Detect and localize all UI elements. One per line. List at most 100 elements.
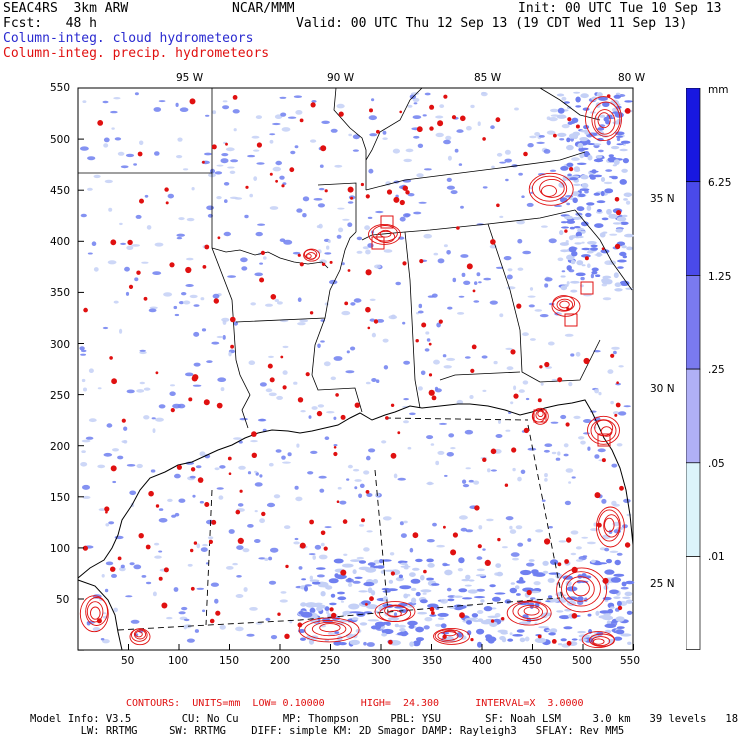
cloud-cell <box>440 598 448 604</box>
precip-contour <box>585 96 622 142</box>
cloud-cell <box>81 450 86 453</box>
cloud-cell <box>541 225 548 228</box>
cloud-cell <box>153 107 162 112</box>
precip-cell <box>285 564 289 569</box>
cloud-cell <box>564 333 574 337</box>
cloud-cell <box>577 596 584 602</box>
precip-cell <box>365 306 371 313</box>
precip-cell <box>340 414 346 420</box>
lon-label-95w: 95 W <box>176 72 204 84</box>
cloud-cell <box>615 228 623 233</box>
cloud-cell <box>225 147 235 152</box>
cloud-cell <box>452 277 457 283</box>
cloud-cell <box>535 529 544 533</box>
cloud-cell <box>478 525 483 530</box>
cloud-cell <box>169 391 176 397</box>
cloud-cell <box>600 249 610 254</box>
cloud-cell <box>610 157 616 160</box>
cloud-cell <box>348 133 353 137</box>
cloud-cell <box>589 176 596 180</box>
cloud-cell <box>527 447 537 451</box>
colorbar-label-1.25: 1.25 <box>708 271 732 283</box>
max-marker-box <box>597 433 611 447</box>
cloud-cell <box>613 159 620 166</box>
cloud-cell <box>607 369 614 374</box>
cloud-cell <box>556 93 565 97</box>
precip-contour <box>541 185 557 197</box>
cloud-cell <box>82 495 91 499</box>
precip-cell <box>405 190 410 195</box>
cloud-cell <box>341 310 351 316</box>
cloud-cell <box>125 153 135 158</box>
precip-cell <box>597 522 602 528</box>
cloud-cell <box>512 634 523 637</box>
cloud-cell <box>581 254 591 258</box>
cloud-cell <box>409 412 416 416</box>
cloud-cell <box>326 411 335 414</box>
precip-cell <box>338 111 344 117</box>
cloud-cell <box>125 291 130 296</box>
cloud-cell <box>220 387 225 392</box>
cloud-cell <box>482 548 486 551</box>
precip-cell <box>299 262 304 267</box>
cloud-cell <box>601 217 609 221</box>
cloud-cell <box>400 533 407 538</box>
precip-cell <box>237 537 244 545</box>
cloud-cell <box>413 102 418 105</box>
precip-cell <box>482 457 487 462</box>
precip-contour <box>594 109 616 135</box>
cloud-cell <box>598 391 602 396</box>
cloud-cell <box>306 602 313 606</box>
precip-cell <box>111 378 117 385</box>
cloud-cell <box>590 244 598 248</box>
cloud-cell <box>548 526 553 529</box>
cloud-cell <box>218 495 224 500</box>
cloud-cell <box>498 419 501 424</box>
precip-cell <box>216 402 223 409</box>
precip-cell <box>350 196 354 200</box>
cloud-cell <box>133 564 142 570</box>
cloud-cell <box>458 163 463 166</box>
cloud-cell <box>313 198 323 201</box>
cloud-cell <box>204 152 212 156</box>
cloud-cell <box>587 613 592 617</box>
cloud-cell <box>353 468 360 472</box>
cloud-cell <box>126 464 136 467</box>
cloud-cell <box>139 381 145 385</box>
cloud-cell <box>604 547 610 552</box>
cloud-cell <box>178 498 186 503</box>
cloud-cell <box>272 166 281 172</box>
cloud-cell <box>186 257 194 261</box>
cloud-cell <box>613 94 621 99</box>
cloud-cell <box>462 484 470 488</box>
cloud-cell <box>129 490 137 496</box>
cloud-cell <box>534 637 547 644</box>
precip-cell <box>158 576 163 581</box>
cloud-cell <box>415 558 423 563</box>
cloud-cell <box>87 187 93 191</box>
precip-cell <box>110 465 117 472</box>
cloud-cell <box>490 469 497 472</box>
cloud-cell <box>581 536 589 539</box>
precip-cell <box>155 371 159 375</box>
cloud-cell <box>158 508 164 511</box>
cloud-cell <box>587 241 597 245</box>
cloud-cell <box>308 553 316 556</box>
cloud-cell <box>581 247 591 251</box>
max-marker-box <box>564 313 578 327</box>
precip-contour <box>387 609 402 618</box>
cloud-cell <box>81 439 91 443</box>
cloud-cell <box>185 372 194 377</box>
cloud-cell <box>158 550 163 553</box>
cloud-cell <box>333 356 343 361</box>
cloud-cell <box>365 249 371 255</box>
cloud-cell <box>437 612 449 617</box>
cloud-cell <box>113 97 121 100</box>
cloud-cell <box>403 420 409 424</box>
cloud-cell <box>253 539 261 543</box>
cloud-cell <box>504 158 512 163</box>
y-tick-100: 100 <box>50 543 71 555</box>
cloud-cell <box>338 227 344 233</box>
cloud-cell <box>487 468 491 473</box>
cloud-cell <box>507 268 513 272</box>
